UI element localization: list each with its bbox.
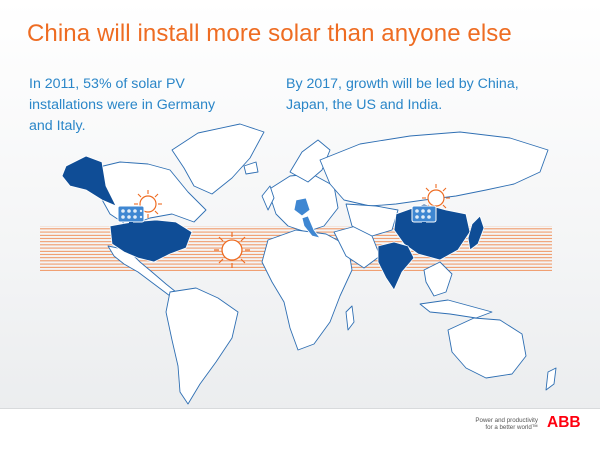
- tagline-line-1: Power and productivity: [475, 417, 538, 424]
- uk: [261, 185, 275, 211]
- alaska: [61, 155, 117, 207]
- central-asia: [345, 203, 399, 237]
- solar-panel-icon-usa: [117, 205, 145, 235]
- left-text-block: In 2011, 53% of solar PV installations w…: [29, 76, 216, 134]
- india: [377, 241, 415, 291]
- tagline-line-2: for a better world™: [485, 424, 538, 432]
- tagline: Power and productivity for a better worl…: [475, 417, 538, 431]
- southeast-asia: [423, 261, 453, 297]
- abb-logo: ABB: [547, 414, 581, 430]
- iceland: [243, 161, 259, 175]
- abb-logo-text: ABB: [547, 414, 581, 430]
- new-zealand: [545, 367, 557, 391]
- solar-panel-icon-china: [411, 205, 437, 235]
- germany: [293, 197, 311, 217]
- madagascar: [345, 305, 355, 331]
- italy: [301, 215, 321, 239]
- sun-icon-atlantic: [214, 232, 250, 268]
- scandinavia: [289, 139, 331, 183]
- page-title: China will install more solar than anyon…: [27, 20, 512, 47]
- right-text-block: By 2017, growth will be led by China, Ja…: [286, 76, 519, 113]
- japan: [467, 215, 485, 251]
- russia: [319, 131, 549, 207]
- greenland: [171, 123, 265, 195]
- south-america: [165, 287, 239, 405]
- africa: [261, 229, 353, 351]
- footer-bar: [0, 408, 600, 451]
- indonesia: [419, 299, 493, 319]
- australia: [447, 317, 527, 379]
